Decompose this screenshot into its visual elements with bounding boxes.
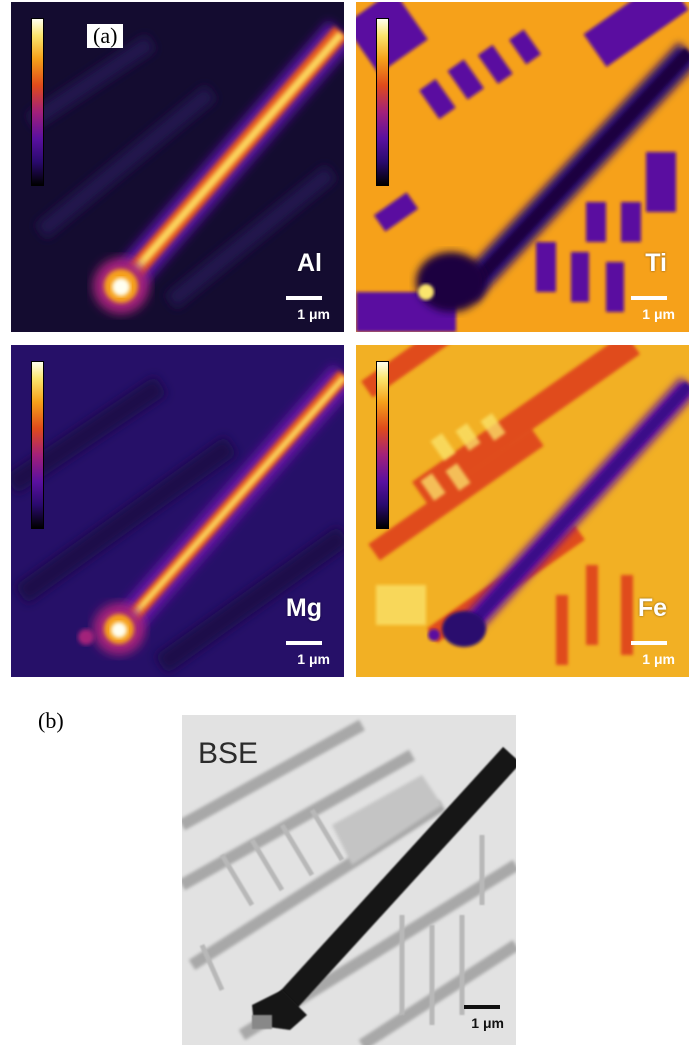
mg-scale-label: 1 μm (297, 651, 330, 667)
fe-scale-label: 1 μm (642, 651, 675, 667)
ti-scale-label: 1 μm (642, 306, 675, 322)
bse-title: BSE (198, 737, 259, 770)
ti-map-panel: Ti 1 μm (356, 2, 689, 332)
ti-element-label: Ti (645, 249, 667, 277)
fe-element-label: Fe (637, 594, 667, 622)
bse-image (182, 715, 516, 1045)
al-map-image (11, 2, 344, 332)
fe-scale-bar (631, 641, 667, 645)
fe-map-panel: Fe 1 μm (356, 345, 689, 677)
bse-image-panel: BSE 1 μm (182, 715, 516, 1045)
fe-colorbar (376, 361, 389, 529)
panel-a-label: (a) (87, 24, 124, 48)
mg-map-image (11, 345, 344, 677)
ti-colorbar (376, 18, 389, 186)
mg-scale-bar (286, 641, 322, 645)
al-map-panel: (a) Al 1 μm (11, 2, 344, 332)
fe-map-image (356, 345, 689, 677)
al-colorbar (31, 18, 44, 186)
bse-scale-bar (464, 1005, 500, 1009)
mg-element-label: Mg (285, 594, 322, 622)
al-element-label: Al (297, 249, 322, 277)
al-scale-label: 1 μm (297, 306, 330, 322)
ti-map-image (356, 2, 689, 332)
mg-map-panel: Mg 1 μm (11, 345, 344, 677)
mg-colorbar (31, 361, 44, 529)
al-scale-bar (286, 296, 322, 300)
panel-b-label: (b) (38, 708, 64, 733)
ti-scale-bar (631, 296, 667, 300)
bse-scale-label: 1 μm (471, 1015, 504, 1031)
